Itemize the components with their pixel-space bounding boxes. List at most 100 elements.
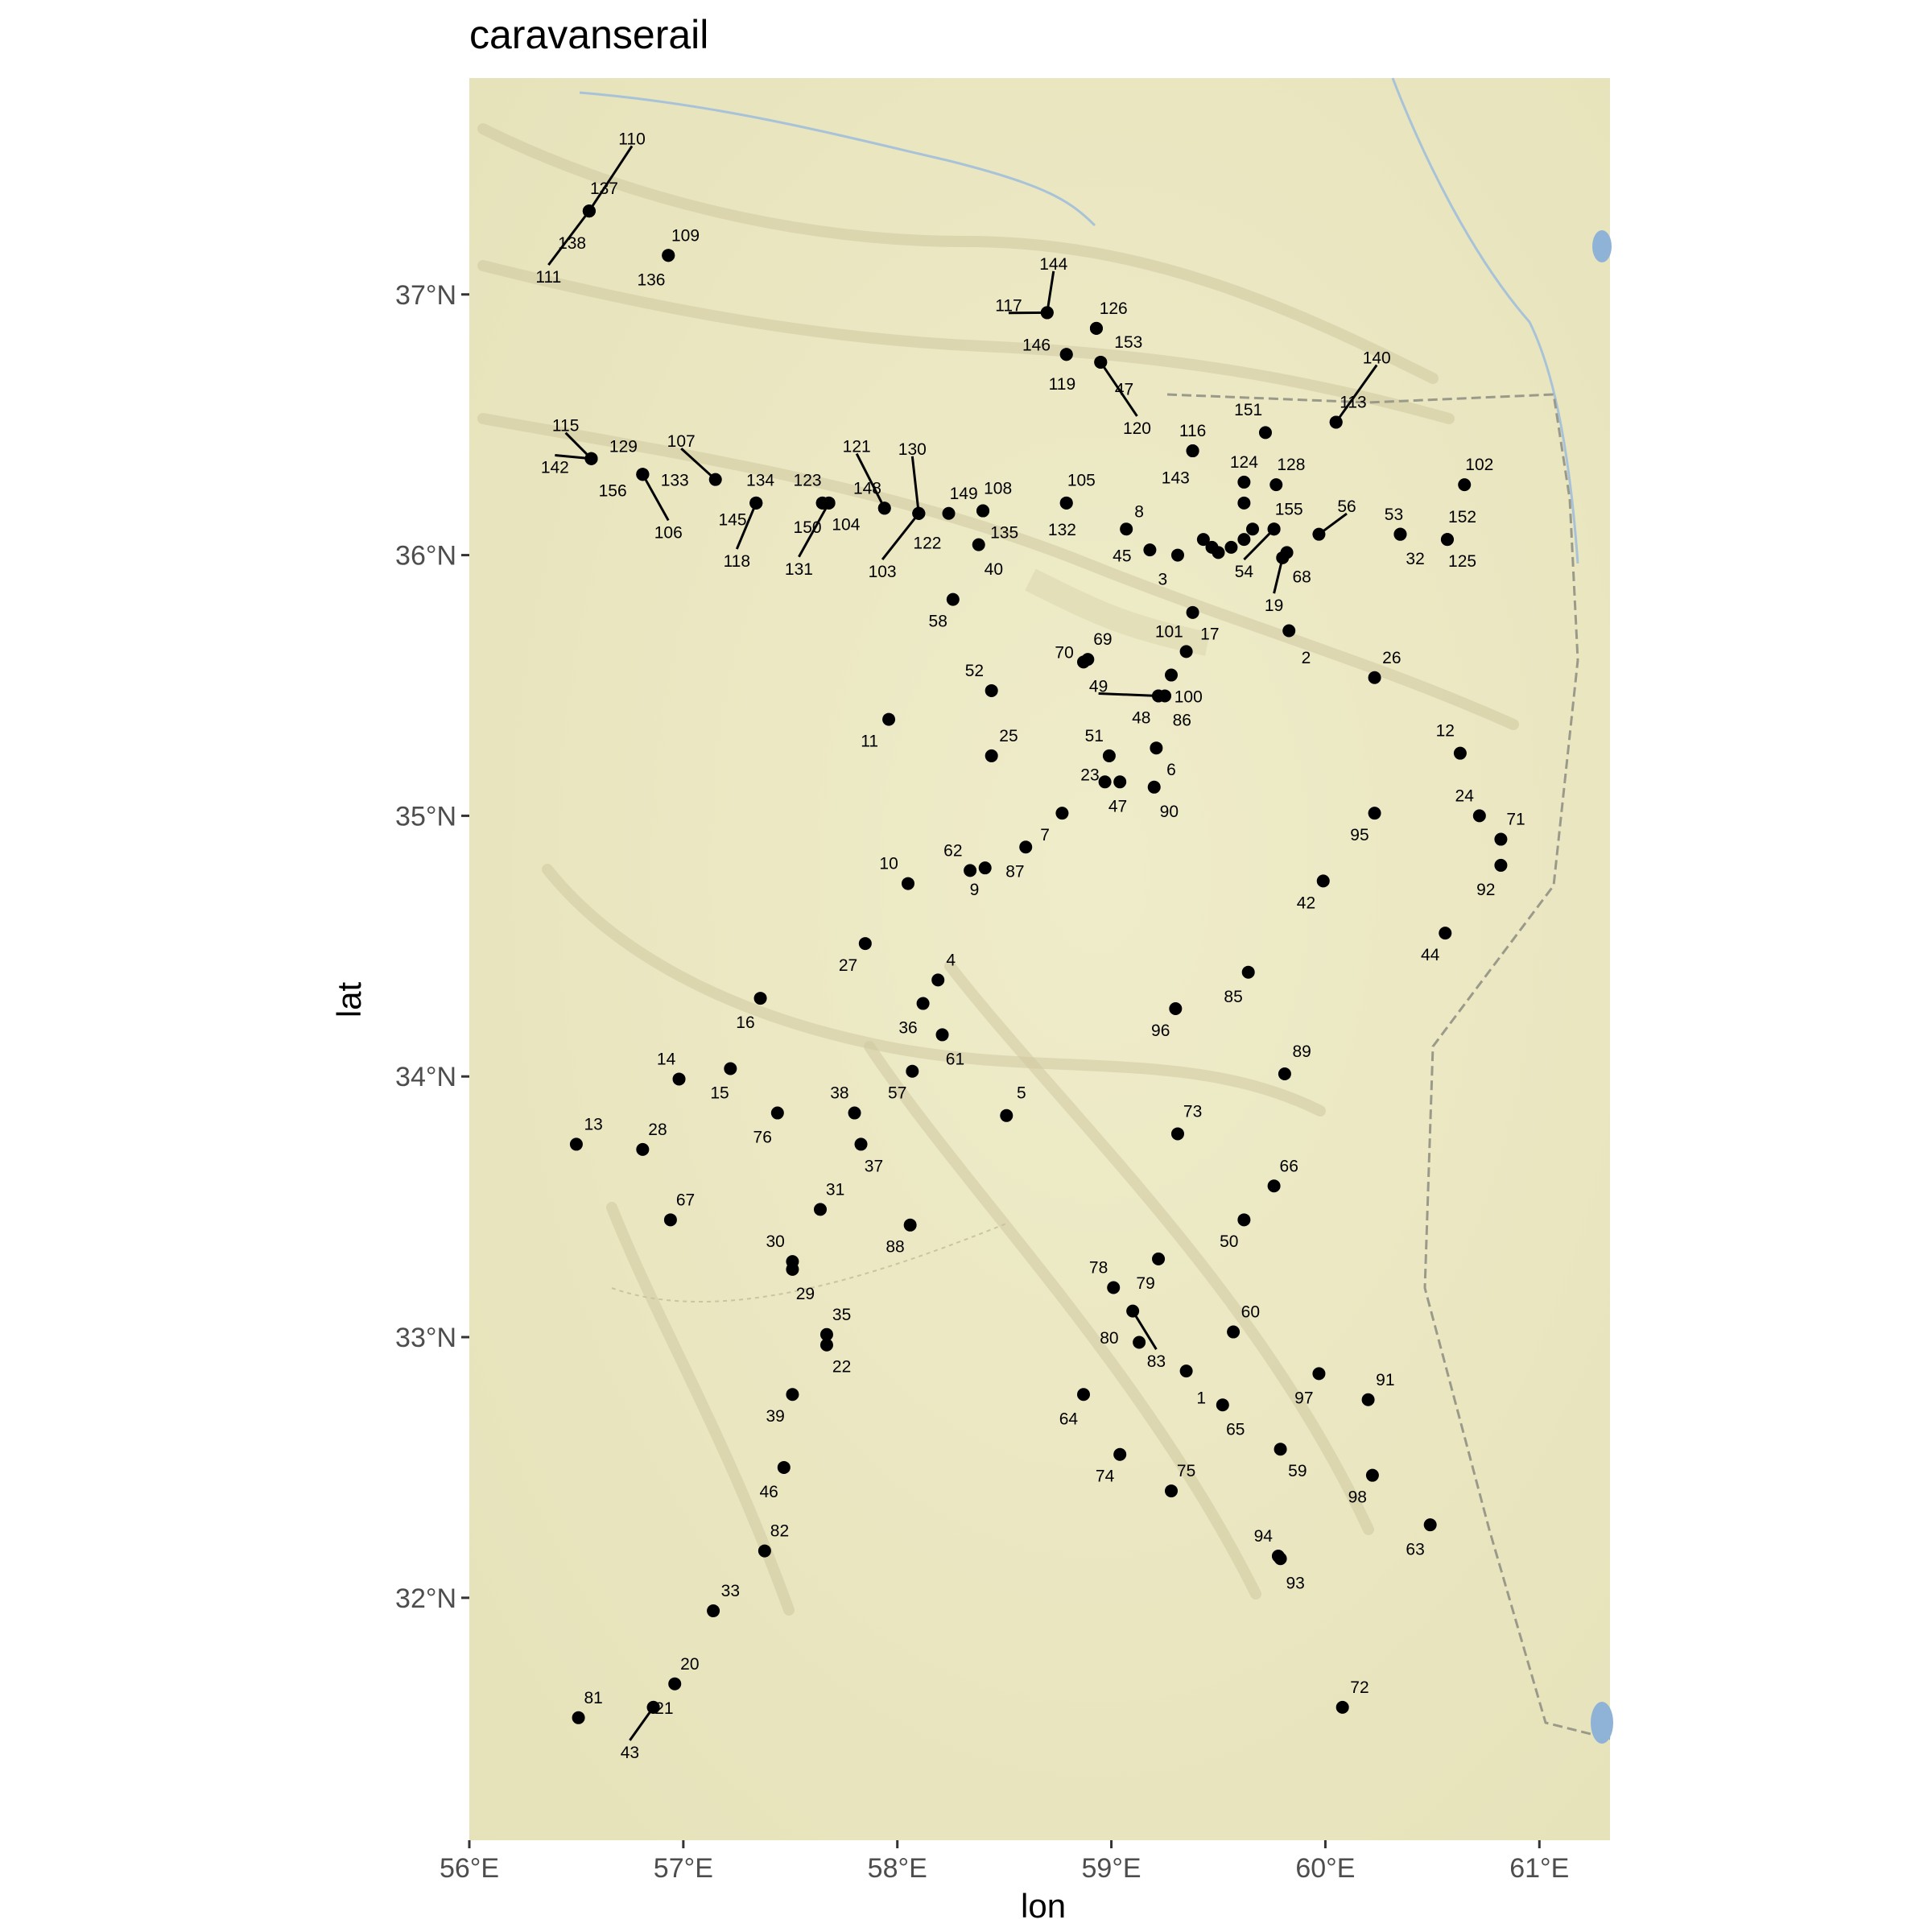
caravanserai-marker (636, 468, 650, 481)
marker-label: 49 (1089, 677, 1108, 696)
caravanserai-marker (672, 1072, 686, 1086)
caravanserai-marker (1107, 1281, 1121, 1294)
caravanserai-marker (1113, 1447, 1127, 1461)
caravanserai-marker (1126, 1304, 1140, 1318)
marker-label: 117 (995, 297, 1022, 316)
marker-label: 9 (970, 881, 980, 899)
marker-label: 94 (1254, 1527, 1274, 1546)
marker-label: 76 (753, 1129, 772, 1147)
caravanserai-marker (1143, 543, 1157, 557)
marker-label: 59 (1288, 1462, 1307, 1480)
marker-label: 45 (1113, 547, 1131, 566)
terrain-ridge (944, 960, 1374, 1535)
caravanserai-marker (942, 506, 956, 520)
marker-label: 122 (913, 534, 941, 552)
caravanserai-marker (1089, 321, 1103, 335)
marker-label: 35 (832, 1306, 851, 1324)
marker-label: 19 (1265, 597, 1283, 615)
marker-label: 1 (1196, 1389, 1206, 1408)
y-tick-label: 34°N (395, 1062, 456, 1092)
marker-label: 3 (1158, 571, 1168, 589)
caravanserai-marker (1368, 671, 1381, 684)
marker-label: 73 (1183, 1102, 1202, 1121)
marker-label: 91 (1376, 1371, 1394, 1389)
leader-line (588, 145, 634, 212)
marker-label: 5 (1017, 1084, 1026, 1103)
caravanserai-marker (662, 249, 675, 262)
marker-label: 130 (898, 440, 927, 459)
caravanserai-marker (1113, 775, 1127, 789)
caravanserai-marker (1237, 1213, 1251, 1227)
marker-label: 156 (599, 482, 627, 501)
caravanserai-marker (1472, 809, 1486, 823)
caravanserai-marker (903, 1218, 917, 1232)
marker-label: 120 (1123, 419, 1151, 438)
caravanserai-marker (916, 997, 930, 1010)
caravanserai-marker (777, 1460, 791, 1474)
caravanserai-marker (1241, 965, 1255, 979)
caravanserai-marker (935, 1028, 949, 1042)
marker-label: 39 (766, 1407, 784, 1426)
marker-label: 86 (1173, 712, 1191, 730)
marker-label: 21 (654, 1699, 673, 1718)
marker-label: 146 (1022, 336, 1051, 354)
marker-label: 144 (1039, 255, 1067, 274)
caravanserai-marker (582, 204, 596, 218)
axes-group: 56°E 57°E 58°E 59°E 60°E 61°E 32°N 33°N 34°N 35°N… (395, 280, 1569, 1884)
marker-label: 105 (1067, 472, 1096, 490)
caravanserai-marker (985, 683, 998, 697)
leader-line (855, 452, 886, 509)
marker-label: 57 (888, 1084, 906, 1103)
marker-label: 108 (984, 479, 1012, 497)
marker-label: 113 (1340, 394, 1366, 412)
caravanserai-marker (1423, 1518, 1437, 1532)
caravanserai-marker (1170, 548, 1184, 562)
caravanserai-marker (749, 496, 763, 510)
marker-label: 87 (1005, 862, 1024, 881)
caravanserai-marker (1098, 775, 1112, 789)
marker-label: 31 (826, 1180, 844, 1199)
caravanserai-marker (1312, 527, 1326, 541)
y-axis-label: lat (330, 981, 369, 1018)
marker-label: 50 (1220, 1232, 1238, 1251)
caravanserai-marker (1196, 533, 1210, 547)
marker-label: 37 (865, 1157, 883, 1175)
caravanserai-marker (1150, 741, 1163, 755)
caravanserai-marker (1458, 478, 1472, 492)
marker-label: 115 (552, 417, 579, 436)
marker-label: 8 (1134, 503, 1144, 522)
marker-label: 47 (1115, 380, 1133, 398)
y-tick-label: 37°N (395, 280, 456, 311)
marker-label: 75 (1177, 1462, 1195, 1480)
y-tick-label: 33°N (395, 1323, 456, 1353)
caravanserai-marker (819, 1327, 833, 1341)
caravanserai-marker (1186, 605, 1199, 619)
caravanserai-marker (1335, 1700, 1349, 1714)
marker-label: 56 (1337, 497, 1356, 516)
marker-label: 135 (990, 523, 1018, 542)
terrain-ridge (864, 1041, 1261, 1600)
marker-label: 145 (718, 510, 746, 529)
markers-group: 1234567891011121314151617192021222324252… (535, 130, 1525, 1761)
marker-label: 61 (946, 1051, 964, 1069)
marker-label: 92 (1476, 881, 1495, 899)
caravanserai-marker (1077, 655, 1090, 669)
caravanserai-marker (854, 1137, 868, 1151)
caravanserai-marker (1237, 475, 1251, 489)
marker-label: 83 (1147, 1352, 1166, 1371)
caravanserai-marker (663, 1213, 677, 1227)
caravanserai-marker (858, 937, 872, 951)
marker-label: 143 (1162, 469, 1190, 487)
caravanserai-marker (758, 1544, 771, 1558)
caravanserai-marker (1271, 1550, 1285, 1563)
caravanserai-marker (1216, 1398, 1229, 1412)
lake-shape (1591, 1702, 1613, 1744)
marker-label: 90 (1160, 803, 1179, 821)
marker-label: 151 (1234, 401, 1262, 419)
marker-label: 107 (667, 432, 696, 451)
caravanserai-marker (819, 1338, 833, 1352)
terrain-ridge (477, 260, 1455, 424)
marker-label: 27 (839, 956, 857, 975)
caravanserai-marker (708, 473, 722, 486)
caravanserai-marker (1000, 1108, 1013, 1122)
